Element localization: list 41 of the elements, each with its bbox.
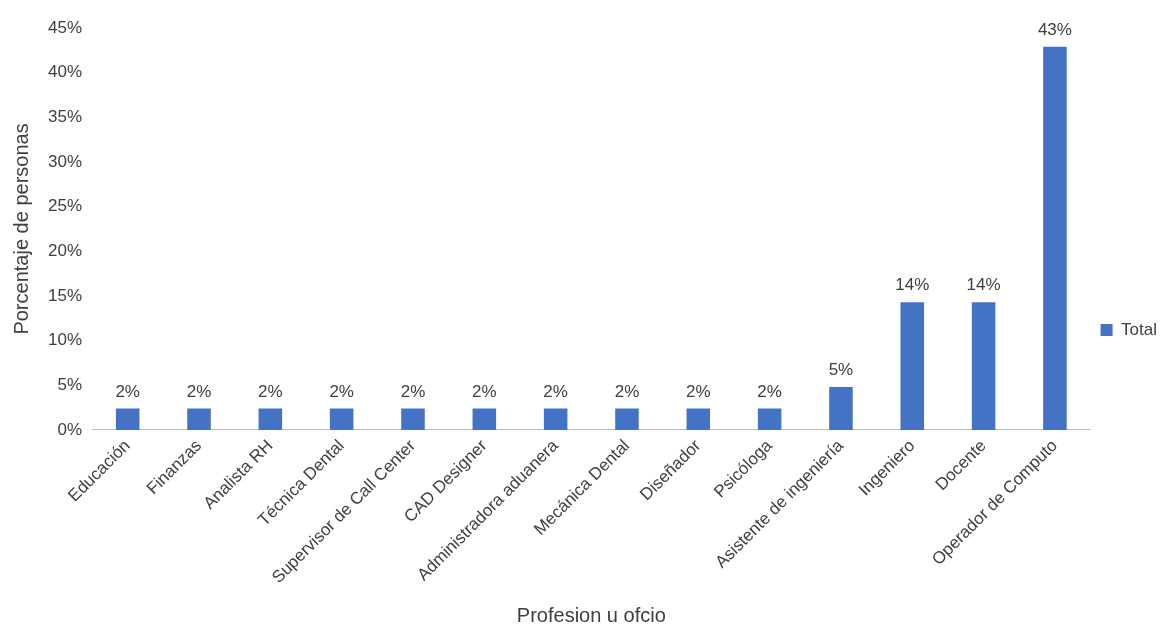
data-label: 2%	[329, 381, 354, 401]
bar	[258, 408, 283, 430]
bar	[472, 408, 497, 430]
data-label: 2%	[186, 381, 212, 401]
y-tick-label: 40%	[47, 62, 83, 82]
bar	[115, 408, 140, 430]
bar	[1043, 46, 1067, 430]
bar	[329, 408, 354, 430]
bar	[187, 408, 211, 430]
data-label: 2%	[258, 381, 283, 401]
y-tick-label: 0%	[57, 419, 83, 439]
bar	[757, 408, 782, 430]
data-label: 2%	[472, 381, 497, 401]
data-label: 2%	[686, 381, 711, 401]
bar	[829, 387, 853, 430]
data-label: 14%	[895, 275, 930, 295]
data-label: 2%	[543, 381, 568, 401]
y-tick-label: 5%	[57, 374, 83, 394]
y-tick-label: 15%	[47, 285, 83, 305]
y-tick-label: 20%	[47, 240, 83, 260]
legend-label: Total	[1121, 319, 1158, 339]
data-label: 2%	[400, 381, 426, 401]
data-label: 5%	[828, 360, 854, 380]
y-axis-title: Porcentaje de personas	[9, 123, 32, 335]
bar	[401, 408, 425, 430]
y-tick-label: 10%	[47, 330, 83, 350]
data-label: 2%	[115, 381, 140, 401]
y-tick-label: 35%	[47, 107, 83, 127]
bar	[971, 302, 996, 430]
y-tick-label: 45%	[47, 17, 83, 37]
y-tick-label: 30%	[47, 151, 83, 171]
data-label: 2%	[614, 381, 640, 401]
bar	[543, 408, 568, 430]
data-label: 2%	[757, 381, 782, 401]
bar	[686, 408, 711, 430]
y-tick-label: 25%	[47, 196, 83, 216]
data-label: 43%	[1037, 19, 1072, 39]
data-label: 14%	[966, 275, 1001, 295]
x-axis-title: Profesion u ofcio	[516, 603, 666, 626]
bar	[900, 302, 925, 430]
bar	[615, 408, 639, 430]
